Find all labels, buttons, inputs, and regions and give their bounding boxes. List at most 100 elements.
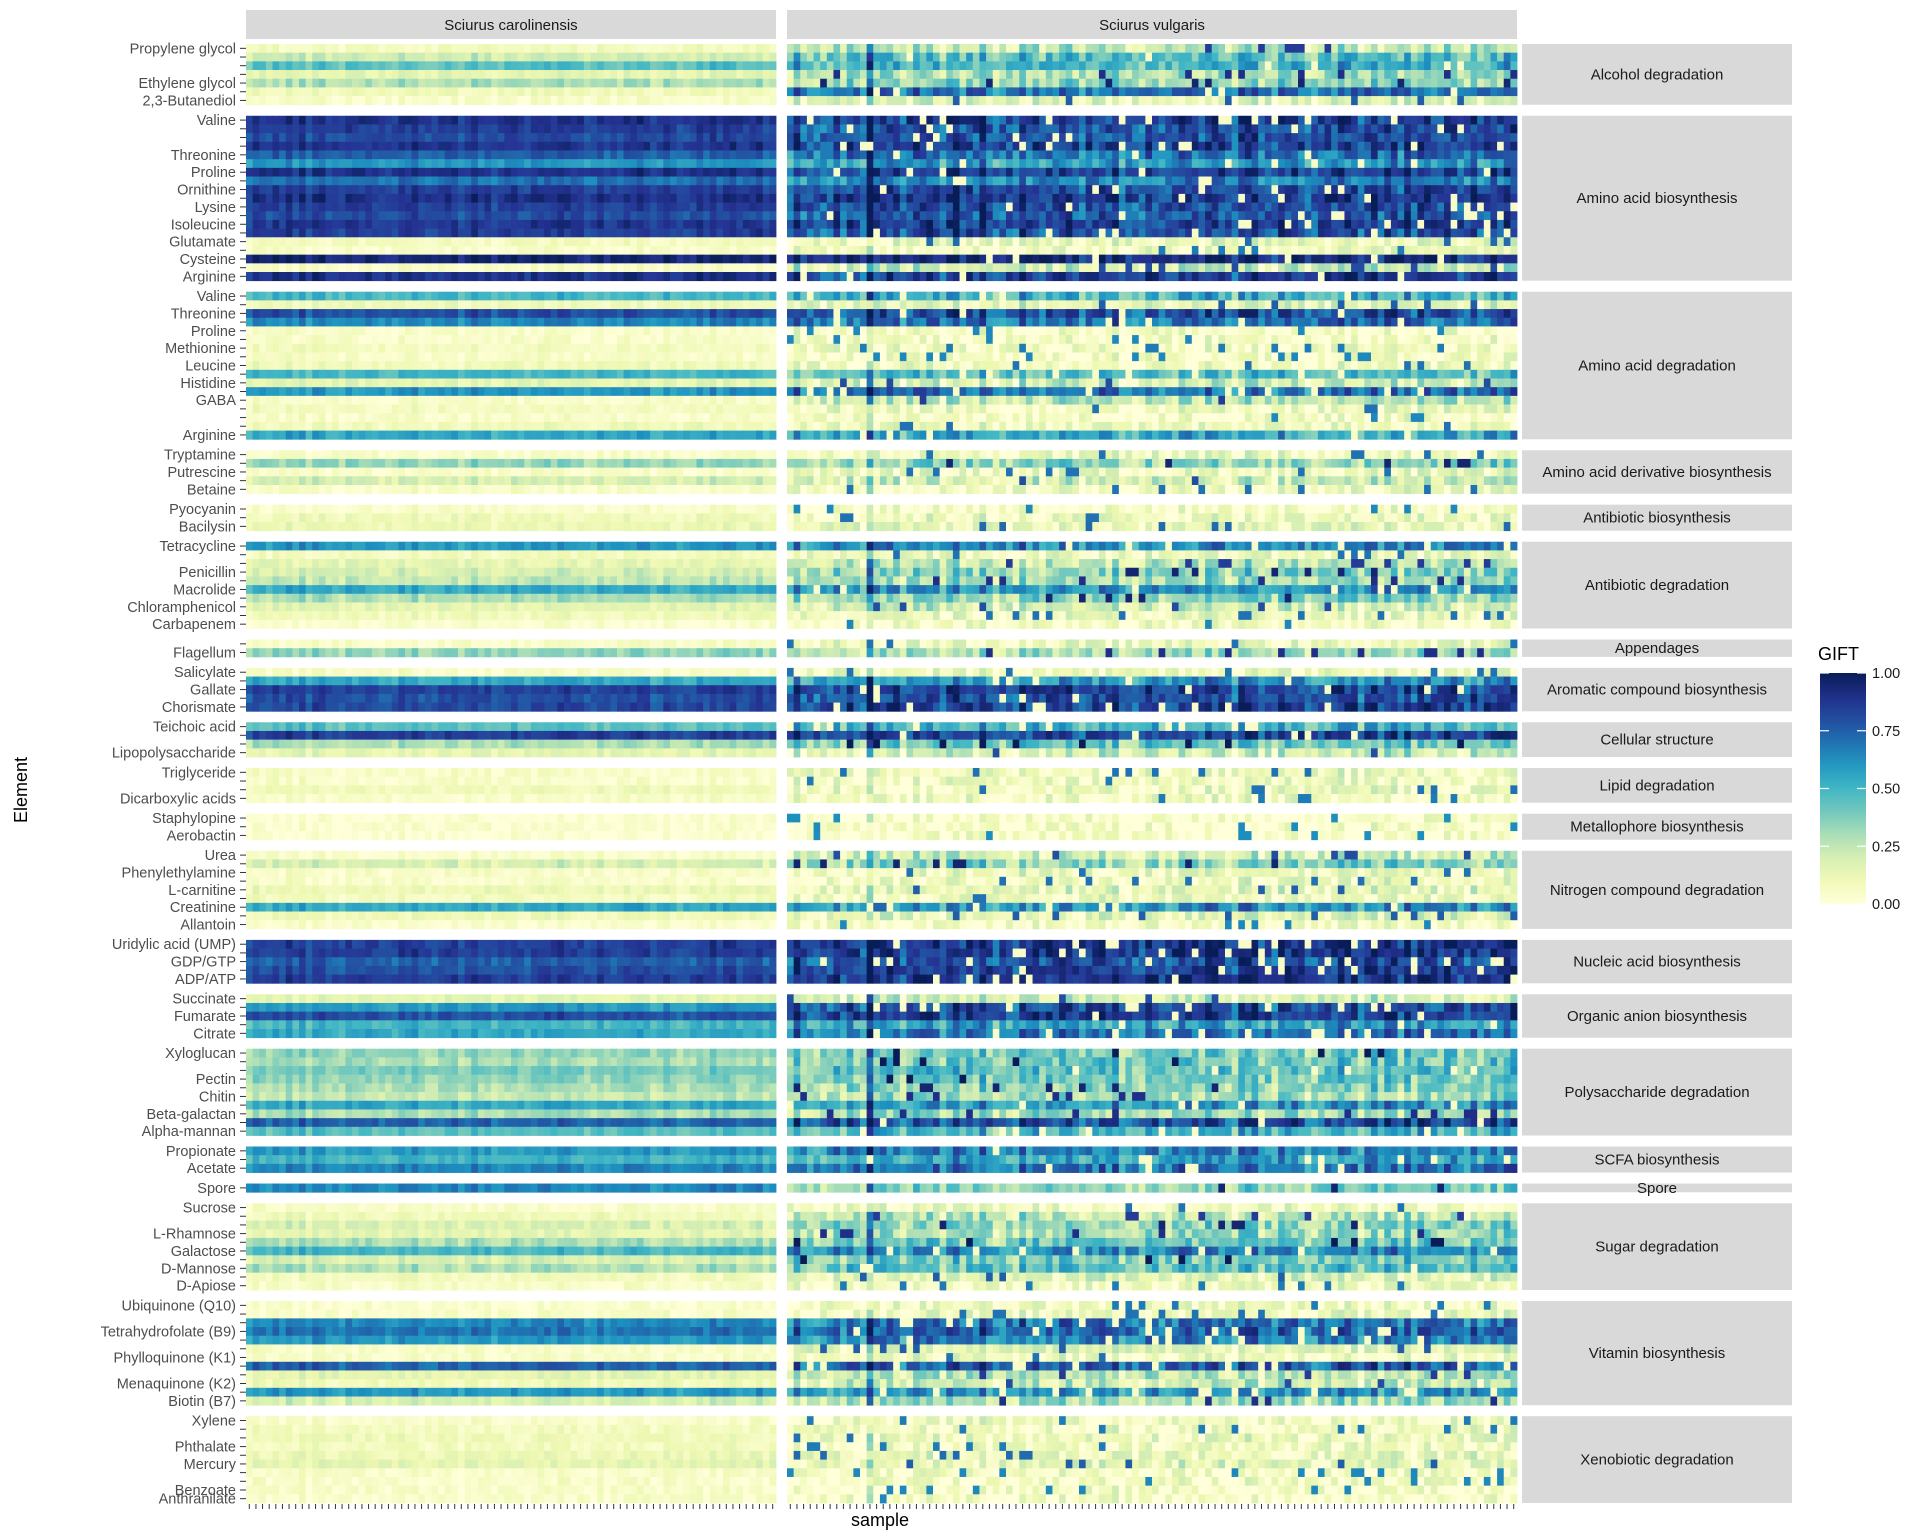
heatmap-cell <box>814 116 821 125</box>
heatmap-cell <box>1437 61 1444 70</box>
heatmap-cell <box>663 177 670 186</box>
heatmap-cell <box>697 177 704 186</box>
heatmap-cell <box>644 185 651 194</box>
heatmap-cell <box>1484 220 1491 229</box>
heatmap-cell <box>1046 79 1053 88</box>
heatmap-cell <box>392 124 399 133</box>
heatmap-cell <box>697 263 704 272</box>
heatmap-cell <box>418 87 425 96</box>
heatmap-cell <box>756 255 763 264</box>
heatmap-cell <box>511 229 518 238</box>
heatmap-cell <box>1238 96 1245 105</box>
heatmap-cell <box>833 79 840 88</box>
heatmap-cell <box>1099 177 1106 186</box>
heatmap-cell <box>597 133 604 142</box>
heatmap-cell <box>1072 255 1079 264</box>
heatmap-cell <box>683 211 690 220</box>
heatmap-cell <box>491 263 498 272</box>
heatmap-cell <box>286 44 293 53</box>
heatmap-cell <box>690 211 697 220</box>
heatmap-cell <box>853 142 860 151</box>
heatmap-cell <box>900 177 907 186</box>
heatmap-cell <box>769 124 776 133</box>
heatmap-cell <box>860 44 867 53</box>
heatmap-cell <box>524 177 531 186</box>
heatmap-cell <box>345 116 352 125</box>
heatmap-cell <box>266 79 273 88</box>
heatmap-cell <box>743 220 750 229</box>
heatmap-cell <box>900 168 907 177</box>
heatmap-cell <box>769 194 776 203</box>
heatmap-cell <box>1444 220 1451 229</box>
heatmap-cell <box>511 133 518 142</box>
heatmap-cell <box>544 79 551 88</box>
heatmap-cell <box>807 237 814 246</box>
heatmap-cell <box>710 229 717 238</box>
heatmap-cell <box>412 116 419 125</box>
heatmap-cell <box>794 133 801 142</box>
heatmap-cell <box>1019 263 1026 272</box>
heatmap-cell <box>1457 116 1464 125</box>
heatmap-cell <box>1072 263 1079 272</box>
heatmap-cell <box>412 44 419 53</box>
heatmap-cell <box>584 168 591 177</box>
heatmap-cell <box>690 203 697 212</box>
heatmap-cell <box>1285 116 1292 125</box>
heatmap-cell <box>624 168 631 177</box>
heatmap-cell <box>1305 272 1312 281</box>
heatmap-cell <box>418 177 425 186</box>
heatmap-cell <box>1238 53 1245 62</box>
heatmap-cell <box>604 44 611 53</box>
heatmap-cell <box>1351 87 1358 96</box>
heatmap-cell <box>326 53 333 62</box>
heatmap-cell <box>1497 124 1504 133</box>
heatmap-cell <box>814 194 821 203</box>
heatmap-cell <box>1232 159 1239 168</box>
heatmap-cell <box>1338 246 1345 255</box>
heatmap-cell <box>716 220 723 229</box>
heatmap-cell <box>1046 272 1053 281</box>
heatmap-cell <box>1072 70 1079 79</box>
heatmap-cell <box>471 292 478 301</box>
heatmap-cell <box>465 177 472 186</box>
heatmap-cell <box>1006 53 1013 62</box>
heatmap-cell <box>1125 159 1132 168</box>
heatmap-cell <box>1072 133 1079 142</box>
heatmap-cell <box>352 203 359 212</box>
heatmap-cell <box>398 263 405 272</box>
heatmap-cell <box>471 142 478 151</box>
heatmap-cell <box>577 133 584 142</box>
heatmap-cell <box>617 272 624 281</box>
heatmap-cell <box>1331 246 1338 255</box>
heatmap-cell <box>504 194 511 203</box>
heatmap-cell <box>392 272 399 281</box>
heatmap-cell <box>1477 53 1484 62</box>
heatmap-cell <box>690 220 697 229</box>
heatmap-cell <box>1331 150 1338 159</box>
heatmap-cell <box>1238 177 1245 186</box>
heatmap-cell <box>920 142 927 151</box>
heatmap-cell <box>1072 272 1079 281</box>
heatmap-cell <box>1245 61 1252 70</box>
heatmap-cell <box>1338 220 1345 229</box>
heatmap-cell <box>1232 44 1239 53</box>
heatmap-cell <box>524 53 531 62</box>
heatmap-cell <box>365 70 372 79</box>
heatmap-cell <box>1291 272 1298 281</box>
heatmap-cell <box>345 237 352 246</box>
heatmap-cell <box>1225 70 1232 79</box>
heatmap-cell <box>1311 237 1318 246</box>
heatmap-cell <box>993 61 1000 70</box>
heatmap-cell <box>1391 79 1398 88</box>
heatmap-cell <box>794 96 801 105</box>
heatmap-cell <box>1298 177 1305 186</box>
heatmap-cell <box>279 220 286 229</box>
heatmap-cell <box>1504 211 1511 220</box>
heatmap-cell <box>1218 124 1225 133</box>
heatmap-cell <box>1172 70 1179 79</box>
heatmap-cell <box>1464 255 1471 264</box>
heatmap-cell <box>807 194 814 203</box>
heatmap-cell <box>1106 185 1113 194</box>
heatmap-cell <box>1132 133 1139 142</box>
heatmap-cell <box>471 87 478 96</box>
